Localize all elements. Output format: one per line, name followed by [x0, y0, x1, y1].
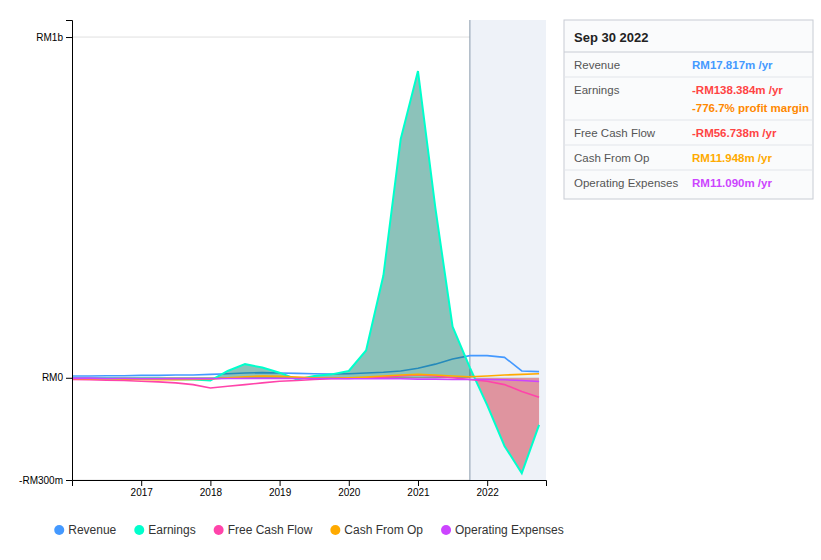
x-tick-label: 2018 [200, 487, 223, 498]
info-row-divider [564, 120, 813, 121]
x-tick-mark [418, 480, 419, 486]
info-box-frame [564, 20, 813, 199]
info-row-divider [564, 77, 813, 78]
x-tick-label: 2020 [338, 487, 361, 498]
x-tick: 2019 [269, 480, 292, 498]
legend: Revenue Earnings Free Cash Flow Cash From O… [54, 523, 564, 537]
info-row-label: Revenue [574, 59, 620, 71]
info-row-value: -RM56.738m /yr [692, 127, 777, 139]
info-row-value: RM11.090m /yr [692, 177, 772, 189]
y-tick: RM1b [36, 32, 72, 43]
legend-item: Free Cash Flow [214, 523, 313, 537]
info-row-extra: -776.7% profit margin [692, 102, 809, 114]
y-tick: -RM300m [19, 475, 72, 486]
legend-marker [134, 525, 144, 535]
info-row-label: Cash From Op [574, 152, 649, 164]
legend-item: Earnings [134, 523, 195, 537]
info-row-value: RM17.817m /yr [692, 59, 773, 71]
legend-item: Cash From Op [330, 523, 423, 537]
highlight-divider [469, 20, 470, 480]
legend-item: Operating Expenses [441, 523, 564, 537]
y-axis: RM1b RM0 -RM300m [19, 21, 72, 486]
series-line [72, 71, 539, 473]
x-axis-line [73, 481, 547, 487]
y-tick-mark [66, 37, 72, 38]
series-line [72, 378, 539, 381]
legend-item: Revenue [54, 523, 116, 537]
series-line [72, 375, 539, 397]
y-tick: RM0 [42, 372, 72, 383]
info-box-divider [564, 52, 813, 53]
x-tick-label: 2019 [269, 487, 292, 498]
y-tick-label: -RM300m [19, 475, 63, 486]
x-tick: 2018 [200, 480, 223, 498]
area-negative [72, 378, 539, 473]
info-row-label: Free Cash Flow [574, 127, 656, 139]
x-tick-mark [210, 480, 211, 486]
x-tick-label: 2021 [407, 487, 430, 498]
legend-label: Earnings [148, 523, 195, 537]
info-row-divider [564, 170, 813, 171]
x-tick: 2020 [338, 480, 361, 498]
info-row-value: RM11.948m /yr [692, 152, 772, 164]
x-tick-mark [349, 480, 350, 486]
legend-label: Free Cash Flow [228, 523, 313, 537]
info-box: Sep 30 2022 Revenue RM17.817m /yr Earnings -… [564, 20, 813, 199]
y-tick-mark [66, 378, 72, 379]
y-tick-mark [66, 480, 72, 481]
y-axis-line [66, 21, 73, 481]
x-tick-mark [280, 480, 281, 486]
legend-marker [54, 525, 64, 535]
x-tick: 2021 [407, 480, 430, 498]
x-tick: 2022 [477, 480, 500, 498]
x-tick-label: 2017 [131, 487, 154, 498]
x-tick-label: 2022 [477, 487, 500, 498]
y-tick-label: RM1b [36, 32, 63, 43]
legend-label: Cash From Op [344, 523, 423, 537]
y-tick-label: RM0 [42, 372, 64, 383]
area-positive [72, 71, 539, 378]
title: Sep 30 2022 [574, 30, 648, 45]
legend-marker [214, 525, 224, 535]
info-row-divider [564, 145, 813, 146]
info-row-value: -RM138.384m /yr [692, 84, 783, 96]
x-tick: 2017 [131, 480, 154, 498]
legend-label: Revenue [68, 523, 116, 537]
legend-label: Operating Expenses [455, 523, 564, 537]
plot-area [72, 20, 546, 480]
info-row-label: Operating Expenses [574, 177, 678, 189]
x-tick-mark [487, 480, 488, 486]
legend-marker [441, 525, 451, 535]
x-tick-mark [141, 480, 142, 486]
legend-marker [330, 525, 340, 535]
info-row-label: Earnings [574, 84, 620, 96]
x-axis: 2017 2018 2019 2020 2021 2022 [73, 480, 547, 498]
chart: 2017 2018 2019 2020 2021 2022 RM1b RM0 -RM300m Se… [0, 0, 821, 560]
